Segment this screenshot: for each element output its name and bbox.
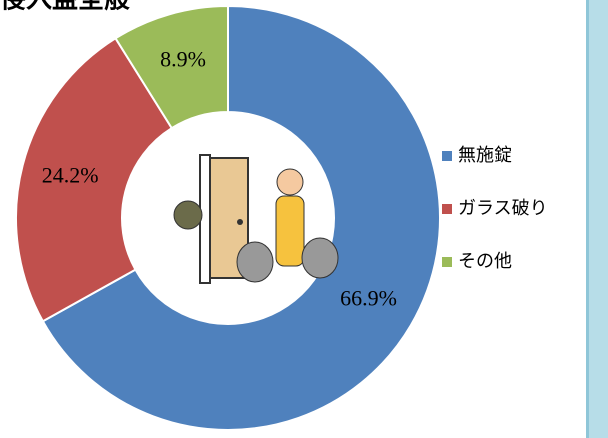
data-label: 8.9% [160,46,206,71]
side-bar [588,0,608,438]
data-label: 66.9% [340,286,397,311]
illustration [174,155,338,283]
chart: 侵入盗全般 66.9% 24.2% 8.9% 無施錠ガラス破りその他 [0,0,608,438]
data-label: 24.2% [42,163,99,188]
legend-label: その他 [458,251,512,272]
legend-swatch [442,257,452,267]
side-bar-edge [586,0,589,438]
legend-swatch [442,151,452,161]
legend-swatch [442,204,452,214]
chart-title: 侵入盗全般 [0,0,130,15]
legend-label: ガラス破り [458,198,548,219]
legend-label: 無施錠 [458,145,512,166]
